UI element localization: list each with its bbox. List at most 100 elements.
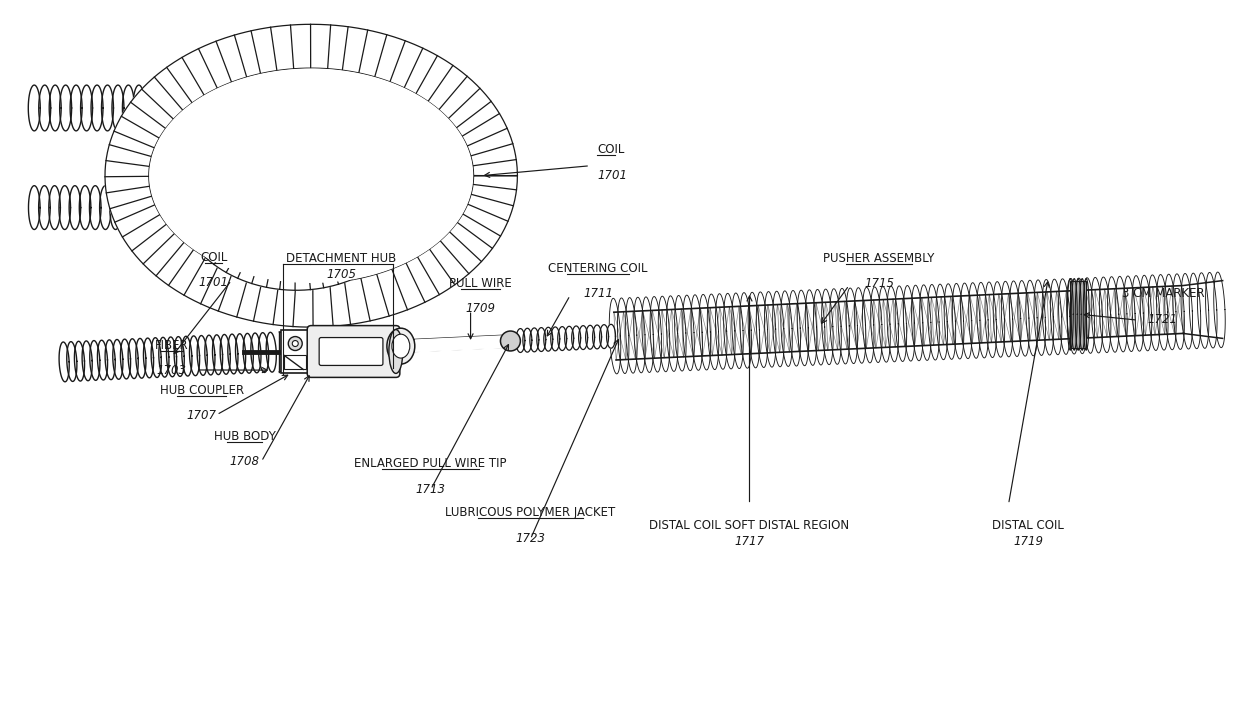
- Polygon shape: [177, 101, 409, 290]
- Polygon shape: [151, 338, 161, 378]
- Polygon shape: [250, 333, 260, 373]
- Polygon shape: [236, 334, 246, 373]
- Polygon shape: [123, 85, 134, 131]
- Polygon shape: [1205, 272, 1216, 348]
- Polygon shape: [1164, 274, 1177, 349]
- Polygon shape: [523, 329, 532, 352]
- Text: 1705: 1705: [326, 269, 356, 282]
- Polygon shape: [1173, 274, 1184, 349]
- Polygon shape: [634, 297, 645, 373]
- Polygon shape: [89, 186, 100, 230]
- Text: 1711: 1711: [583, 287, 613, 300]
- Polygon shape: [331, 85, 343, 131]
- Polygon shape: [196, 85, 207, 131]
- Polygon shape: [334, 186, 345, 230]
- Polygon shape: [303, 186, 315, 230]
- Polygon shape: [99, 186, 112, 230]
- Polygon shape: [414, 186, 427, 230]
- Polygon shape: [455, 186, 466, 230]
- Polygon shape: [140, 186, 151, 230]
- Ellipse shape: [389, 329, 403, 373]
- Polygon shape: [212, 335, 223, 375]
- Polygon shape: [961, 283, 972, 359]
- Polygon shape: [1214, 272, 1225, 347]
- Text: 1701: 1701: [198, 277, 228, 290]
- Polygon shape: [374, 186, 386, 230]
- Text: 1719: 1719: [1013, 535, 1043, 548]
- Polygon shape: [650, 297, 662, 372]
- Polygon shape: [838, 288, 849, 364]
- Polygon shape: [242, 186, 253, 230]
- Polygon shape: [765, 292, 776, 367]
- Polygon shape: [1009, 281, 1021, 357]
- Polygon shape: [748, 292, 760, 367]
- Polygon shape: [50, 85, 61, 131]
- Text: DISTAL COIL: DISTAL COIL: [992, 519, 1064, 532]
- Polygon shape: [1116, 277, 1127, 352]
- Polygon shape: [60, 342, 69, 382]
- Polygon shape: [854, 287, 866, 363]
- Polygon shape: [691, 295, 702, 370]
- Polygon shape: [1148, 275, 1159, 350]
- Polygon shape: [529, 328, 539, 352]
- Polygon shape: [781, 291, 792, 367]
- Text: COIL: COIL: [200, 251, 227, 264]
- Polygon shape: [238, 85, 249, 131]
- Polygon shape: [740, 292, 751, 368]
- Polygon shape: [228, 334, 238, 374]
- Polygon shape: [248, 85, 260, 131]
- Text: HUB BODY: HUB BODY: [213, 430, 275, 443]
- Text: 1715: 1715: [864, 277, 894, 290]
- Polygon shape: [262, 186, 274, 230]
- Polygon shape: [120, 186, 131, 230]
- Polygon shape: [384, 186, 396, 230]
- Polygon shape: [394, 85, 407, 131]
- Polygon shape: [1025, 280, 1038, 356]
- Polygon shape: [1198, 273, 1209, 348]
- Polygon shape: [593, 325, 601, 349]
- Text: DISTAL COIL SOFT DISTAL REGION: DISTAL COIL SOFT DISTAL REGION: [650, 519, 849, 532]
- Polygon shape: [321, 85, 334, 131]
- Polygon shape: [159, 337, 169, 377]
- Polygon shape: [300, 85, 312, 131]
- Polygon shape: [968, 283, 980, 358]
- Text: 1713: 1713: [415, 482, 445, 495]
- Polygon shape: [190, 336, 200, 375]
- Text: LUBRICOUS POLYMER JACKET: LUBRICOUS POLYMER JACKET: [445, 506, 615, 519]
- Text: 1703: 1703: [156, 364, 187, 377]
- Polygon shape: [863, 287, 874, 363]
- Polygon shape: [112, 85, 124, 131]
- Polygon shape: [120, 339, 130, 379]
- Polygon shape: [1034, 280, 1045, 355]
- Polygon shape: [48, 186, 61, 230]
- Text: 3 CM MARKER: 3 CM MARKER: [1122, 287, 1204, 300]
- Polygon shape: [258, 333, 269, 373]
- Polygon shape: [1018, 281, 1029, 356]
- Polygon shape: [38, 186, 50, 230]
- Polygon shape: [805, 290, 817, 365]
- Ellipse shape: [387, 329, 415, 364]
- Polygon shape: [516, 329, 525, 352]
- Polygon shape: [110, 186, 122, 230]
- Polygon shape: [69, 186, 81, 230]
- Text: 1721: 1721: [1148, 313, 1178, 326]
- Polygon shape: [29, 85, 40, 131]
- Text: 1701: 1701: [598, 169, 627, 182]
- Polygon shape: [79, 186, 91, 230]
- FancyBboxPatch shape: [308, 326, 399, 378]
- Polygon shape: [1066, 279, 1079, 354]
- Polygon shape: [537, 328, 546, 352]
- Polygon shape: [267, 332, 277, 372]
- Polygon shape: [29, 186, 40, 230]
- Polygon shape: [293, 186, 304, 230]
- Polygon shape: [1132, 276, 1143, 351]
- Polygon shape: [1141, 275, 1152, 351]
- Polygon shape: [887, 286, 899, 362]
- Polygon shape: [1107, 277, 1118, 352]
- Polygon shape: [614, 286, 1184, 360]
- Polygon shape: [67, 342, 77, 381]
- Polygon shape: [944, 284, 956, 360]
- Polygon shape: [311, 85, 322, 131]
- Polygon shape: [384, 85, 396, 131]
- Polygon shape: [133, 85, 145, 131]
